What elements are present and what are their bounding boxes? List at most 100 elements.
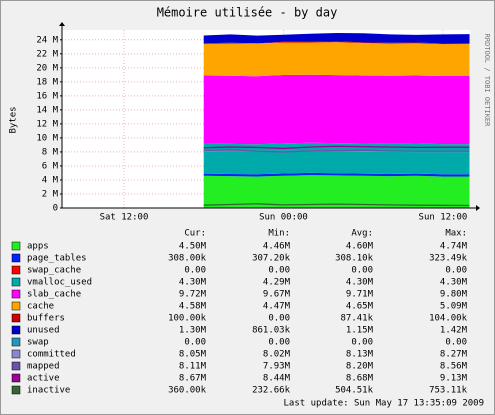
legend-stat: 4.30M [346,278,374,288]
y-tick-label: 22 M [36,49,58,59]
legend-swatch [11,289,21,299]
y-tick-label: 12 M [36,119,58,129]
legend-stat: 307.20k [252,254,291,264]
legend-header: Avg: [351,229,373,239]
line [203,149,470,153]
legend-stat: 8.44M [263,374,291,384]
legend-stat: 8.02M [263,350,291,360]
legend-swatch [11,349,21,359]
y-tick-label: 20 M [36,63,58,73]
legend-swatch [11,385,21,395]
legend-stat: 104.00k [429,314,468,324]
y-tick-label: 16 M [36,91,58,101]
legend-stat: 4.60M [346,242,374,252]
y-tick-label: 10 M [36,133,58,143]
legend-header: Cur: [184,229,206,239]
legend-stat: 0.00 [268,338,290,348]
legend-stat: 1.30M [179,326,207,336]
legend-stat: 8.13M [346,350,374,360]
legend-stat: 861.03k [252,326,291,336]
legend-stat: 232.66k [252,386,291,396]
legend-stat: 9.80M [440,290,468,300]
axes: 0 2 M 4 M 6 M 8 M 10 M 12 M 14 M 16 M 18 M 20 M 22 … [36,22,480,223]
area [203,74,470,145]
legend-label: cache [27,302,54,312]
legend-stat: 0.00 [268,266,290,276]
legend-swatch [11,313,21,323]
legend-label: apps [27,242,49,252]
legend-stat: 4.29M [263,278,291,288]
area [203,175,470,208]
legend-stat: 0.00 [445,338,467,348]
legend-swatch [11,373,21,383]
legend-label: active [27,374,60,384]
legend-header: Max: [445,229,467,239]
legend-label: slab_cache [27,290,81,300]
area [203,172,470,177]
legend-stat: 9.13M [440,374,468,384]
legend-stat: 0.00 [445,266,467,276]
legend-stat: 5.09M [440,302,468,312]
legend-stat: 4.47M [263,302,291,312]
y-tick-label: 14 M [36,105,58,115]
legend-swatch [11,277,21,287]
legend-stat: 9.71M [346,290,374,300]
legend-label: unused [27,326,60,336]
legend-stat: 0.00 [351,266,373,276]
legend-stat: 8.20M [346,362,374,372]
legend-swatch [11,241,21,251]
legend-label: page_tables [27,254,87,264]
legend-stat: 8.11M [179,362,207,372]
legend-stat: 7.93M [263,362,291,372]
area [203,42,470,77]
legend-stat: 9.72M [179,290,207,300]
legend-stat: 8.05M [179,350,207,360]
y-tick-label: 8 M [42,147,59,157]
legend-label: inactive [27,386,70,396]
legend-swatch [11,301,21,311]
legend-stat: 4.74M [440,242,468,252]
y-tick-label: 24 M [36,35,58,45]
x-axis-arrow [476,205,480,211]
legend-label: buffers [27,314,65,324]
marks [203,33,470,208]
y-axis-arrow [59,22,65,26]
legend-stat: 4.30M [440,278,468,288]
legend-stat: 100.00k [168,314,207,324]
legend-label: committed [27,350,76,360]
legend-stat: 1.42M [440,326,468,336]
legend-stat: 8.56M [440,362,468,372]
legend-label: vmalloc_used [27,278,92,288]
y-tick-label: 0 [53,204,58,214]
area [203,33,470,44]
legend-stat: 8.67M [179,374,207,384]
legend-label: swap_cache [27,266,81,276]
legend-stat: 0.00 [184,338,206,348]
legend-label: mapped [27,362,60,372]
legend-swatch [11,337,21,347]
legend-stat: 1.15M [346,326,374,336]
y-axis-label: Bytes [9,106,19,133]
y-tick-label: 4 M [42,175,59,185]
legend-stat: 4.50M [179,242,207,252]
legend-stat: 4.65M [346,302,374,312]
y-tick-label: 2 M [42,189,59,199]
legend-stat: 308.10k [335,254,374,264]
legend-header: Min: [268,229,290,239]
line [203,203,470,207]
legend: Cur: Min: Avg: Max: apps 4.50M 4.46M 4.60M 4.74M… [11,229,468,396]
last-update: Last update: Sun May 17 13:35:09 2009 [284,399,484,409]
x-tick-label: Sun 12:00 [419,213,468,223]
legend-stat: 4.58M [179,302,207,312]
legend-swatch [11,265,21,275]
legend-swatch [11,361,21,371]
legend-swatch [11,325,21,335]
y-tick-label: 18 M [36,77,58,87]
legend-stat: 0.00 [268,314,290,324]
legend-stat: 308.00k [168,254,207,264]
legend-stat: 4.30M [179,278,207,288]
legend-stat: 323.49k [429,254,468,264]
legend-stat: 360.00k [168,386,207,396]
legend-stat: 0.00 [184,266,206,276]
